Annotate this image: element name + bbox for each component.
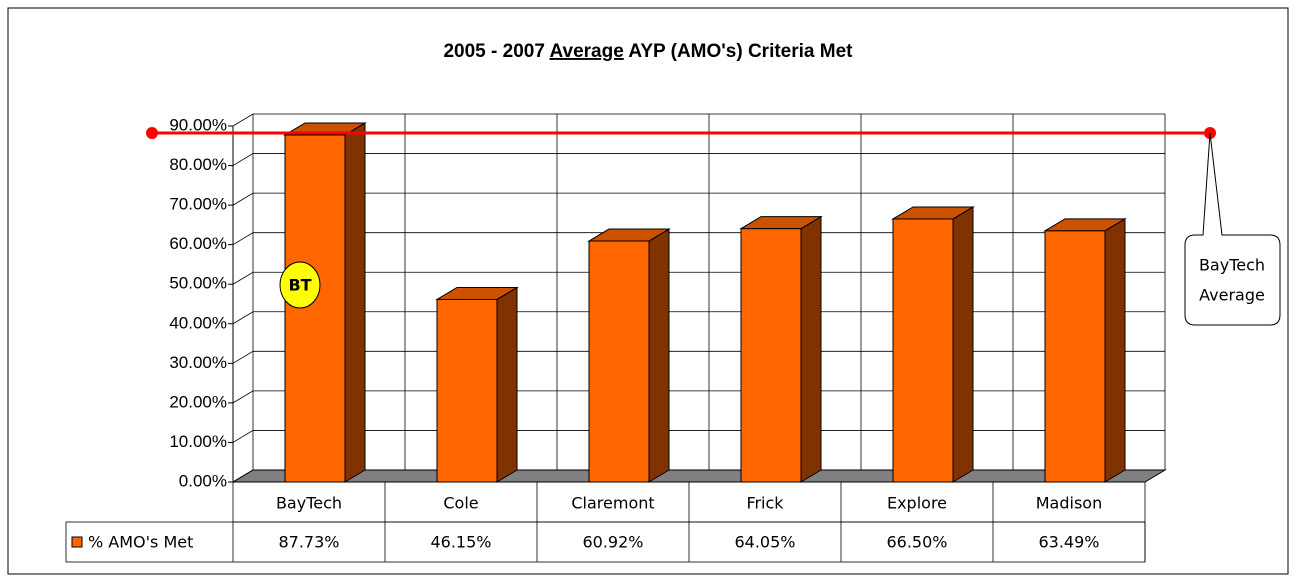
badge bbox=[279, 261, 321, 309]
bar bbox=[436, 298, 498, 483]
floor bbox=[231, 469, 1167, 483]
y-tick-label: 0.00% bbox=[179, 471, 227, 490]
table-legend-cell bbox=[65, 521, 1146, 563]
y-tick-label: 30.00% bbox=[169, 353, 227, 372]
reference-dot bbox=[146, 127, 158, 140]
y-tick-label: 10.00% bbox=[169, 432, 227, 451]
bar bbox=[892, 218, 954, 483]
bar-side bbox=[496, 286, 518, 483]
callout bbox=[1184, 132, 1281, 326]
y-tick-label: 60.00% bbox=[169, 234, 227, 253]
y-tick-label: 40.00% bbox=[169, 313, 227, 332]
legend-swatch bbox=[71, 536, 83, 548]
y-tick-label: 50.00% bbox=[169, 274, 227, 293]
y-tick-label: 90.00% bbox=[169, 115, 227, 134]
callout-label: BayTech bbox=[1199, 256, 1265, 275]
x-tick-label: Madison bbox=[1036, 494, 1102, 513]
bar-side bbox=[952, 206, 974, 483]
bar bbox=[740, 228, 802, 483]
table-value: 46.15% bbox=[430, 533, 491, 552]
x-tick-label: Claremont bbox=[571, 494, 654, 513]
callout-label: Average bbox=[1199, 286, 1265, 305]
x-tick-label: Explore bbox=[887, 494, 947, 513]
y-tick-label: 20.00% bbox=[169, 392, 227, 411]
x-tick-label: BayTech bbox=[276, 494, 342, 513]
legend-label: % AMO's Met bbox=[88, 533, 193, 552]
y-tick-label: 80.00% bbox=[169, 155, 227, 174]
x-tick-label: Cole bbox=[443, 494, 478, 513]
table-value: 64.05% bbox=[734, 533, 795, 552]
bar bbox=[588, 240, 650, 483]
table-value: 60.92% bbox=[582, 533, 643, 552]
table-value: 63.49% bbox=[1038, 533, 1099, 552]
table-value: 87.73% bbox=[278, 533, 339, 552]
bar-side bbox=[344, 122, 366, 483]
bar-side bbox=[648, 228, 670, 483]
y-tick-label: 70.00% bbox=[169, 195, 227, 214]
table-value: 66.50% bbox=[886, 533, 947, 552]
x-tick-label: Frick bbox=[746, 494, 784, 513]
bar bbox=[1044, 230, 1106, 483]
chart-title: 2005 - 2007 Average AYP (AMO's) Criteria… bbox=[443, 41, 853, 62]
bar bbox=[284, 134, 346, 483]
bar-side bbox=[800, 215, 822, 483]
badge-label: BT bbox=[288, 276, 311, 295]
bar-side bbox=[1104, 217, 1126, 483]
